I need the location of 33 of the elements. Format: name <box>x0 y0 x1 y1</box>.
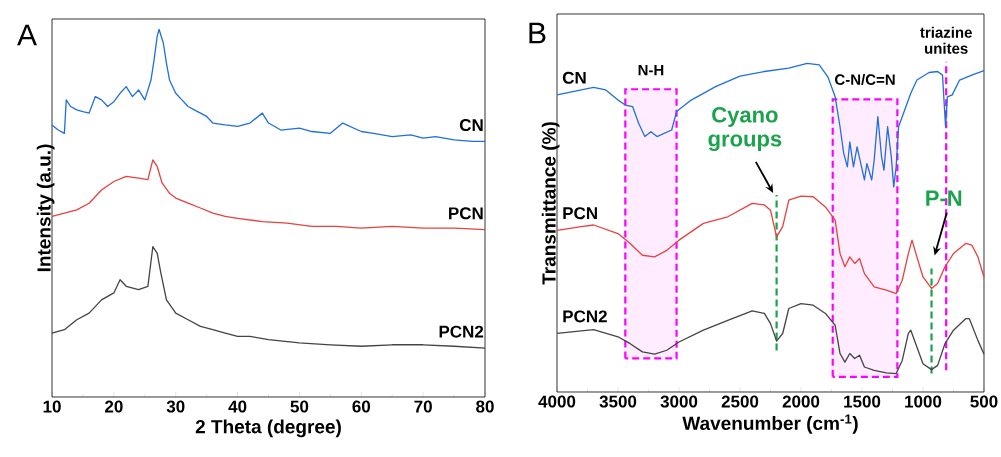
x-tick-label: 10 <box>43 400 61 413</box>
series-label: CN <box>459 119 483 132</box>
x-tick-label: 30 <box>166 400 185 413</box>
x-tick-label: 500 <box>970 395 998 408</box>
x-tick-label: 2000 <box>782 395 820 408</box>
y-axis-title: Intensity (a.u.) <box>36 144 55 272</box>
x-axis-title: Wavenumber (cm$^{-1}$) <box>682 414 858 434</box>
x-tick-label: 3500 <box>599 395 637 408</box>
x-tick-label: 70 <box>414 400 432 413</box>
x-tick-label: 2500 <box>721 395 759 408</box>
series-label: CN <box>562 71 586 84</box>
x-tick-label: 60 <box>352 400 371 413</box>
x-tick-label: 80 <box>476 400 494 413</box>
ref-line-label: Cyano groups <box>708 107 782 152</box>
x-tick-label: 50 <box>290 400 309 413</box>
x-tick-label: 40 <box>228 400 247 413</box>
ref-line-label: P-N <box>926 190 962 206</box>
series-label: PCN <box>449 207 483 220</box>
x-axis-title: 2 Theta (degree) <box>195 419 341 438</box>
y-axis-title: Transmittance (%) <box>541 122 560 285</box>
ref-line-label: triazine unites <box>920 26 972 54</box>
x-tick-label: 1000 <box>905 395 942 408</box>
x-tick-label: 4000 <box>538 395 576 408</box>
x-tick-label: 20 <box>105 400 123 413</box>
text: A <box>17 24 37 46</box>
x-tick-label: 3000 <box>660 395 698 408</box>
x-tick-label: 1500 <box>844 395 881 408</box>
series-label: PCN2 <box>563 310 607 323</box>
text: B <box>529 22 546 44</box>
series-label: PCN <box>563 207 597 220</box>
band-label: C-N/C=N <box>835 73 895 86</box>
band-label: N-H <box>638 64 664 76</box>
series-label: PCN2 <box>439 325 484 338</box>
